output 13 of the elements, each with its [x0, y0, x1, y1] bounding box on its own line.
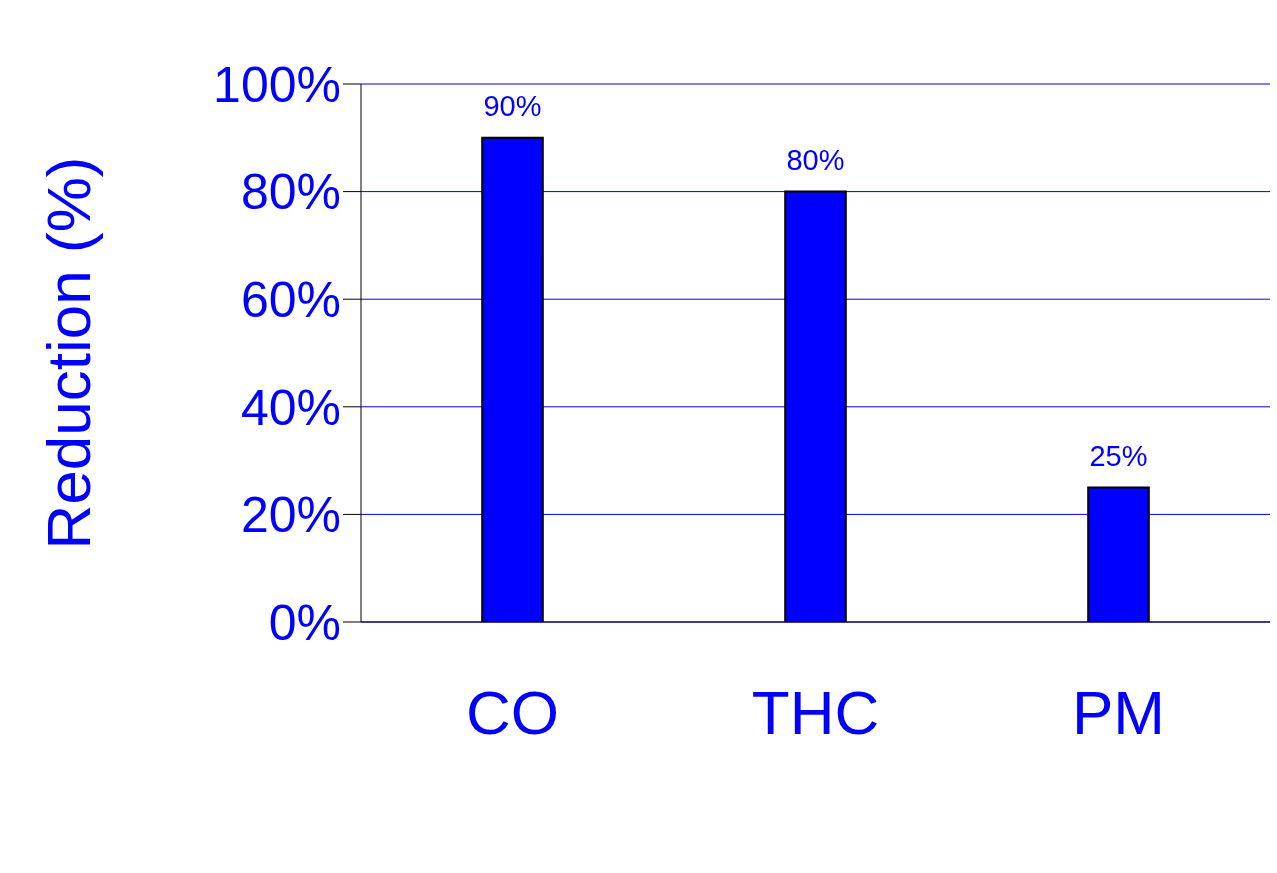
- y-tick-label: 80%: [240, 164, 341, 221]
- x-tick-label: THC: [751, 678, 880, 748]
- y-tick-label: 100%: [213, 56, 341, 113]
- y-tick-label: 0%: [268, 594, 341, 651]
- x-tick-label: PM: [1072, 678, 1165, 748]
- y-tick-label: 40%: [240, 379, 341, 436]
- y-axis-title: Reduction (%): [34, 156, 104, 550]
- data-label: 80%: [786, 143, 845, 176]
- data-label: 25%: [1089, 439, 1148, 472]
- y-tick-label: 20%: [240, 487, 341, 544]
- y-tick-label: 60%: [240, 271, 341, 328]
- x-tick-label: CO: [466, 678, 559, 748]
- data-label: 90%: [483, 89, 542, 122]
